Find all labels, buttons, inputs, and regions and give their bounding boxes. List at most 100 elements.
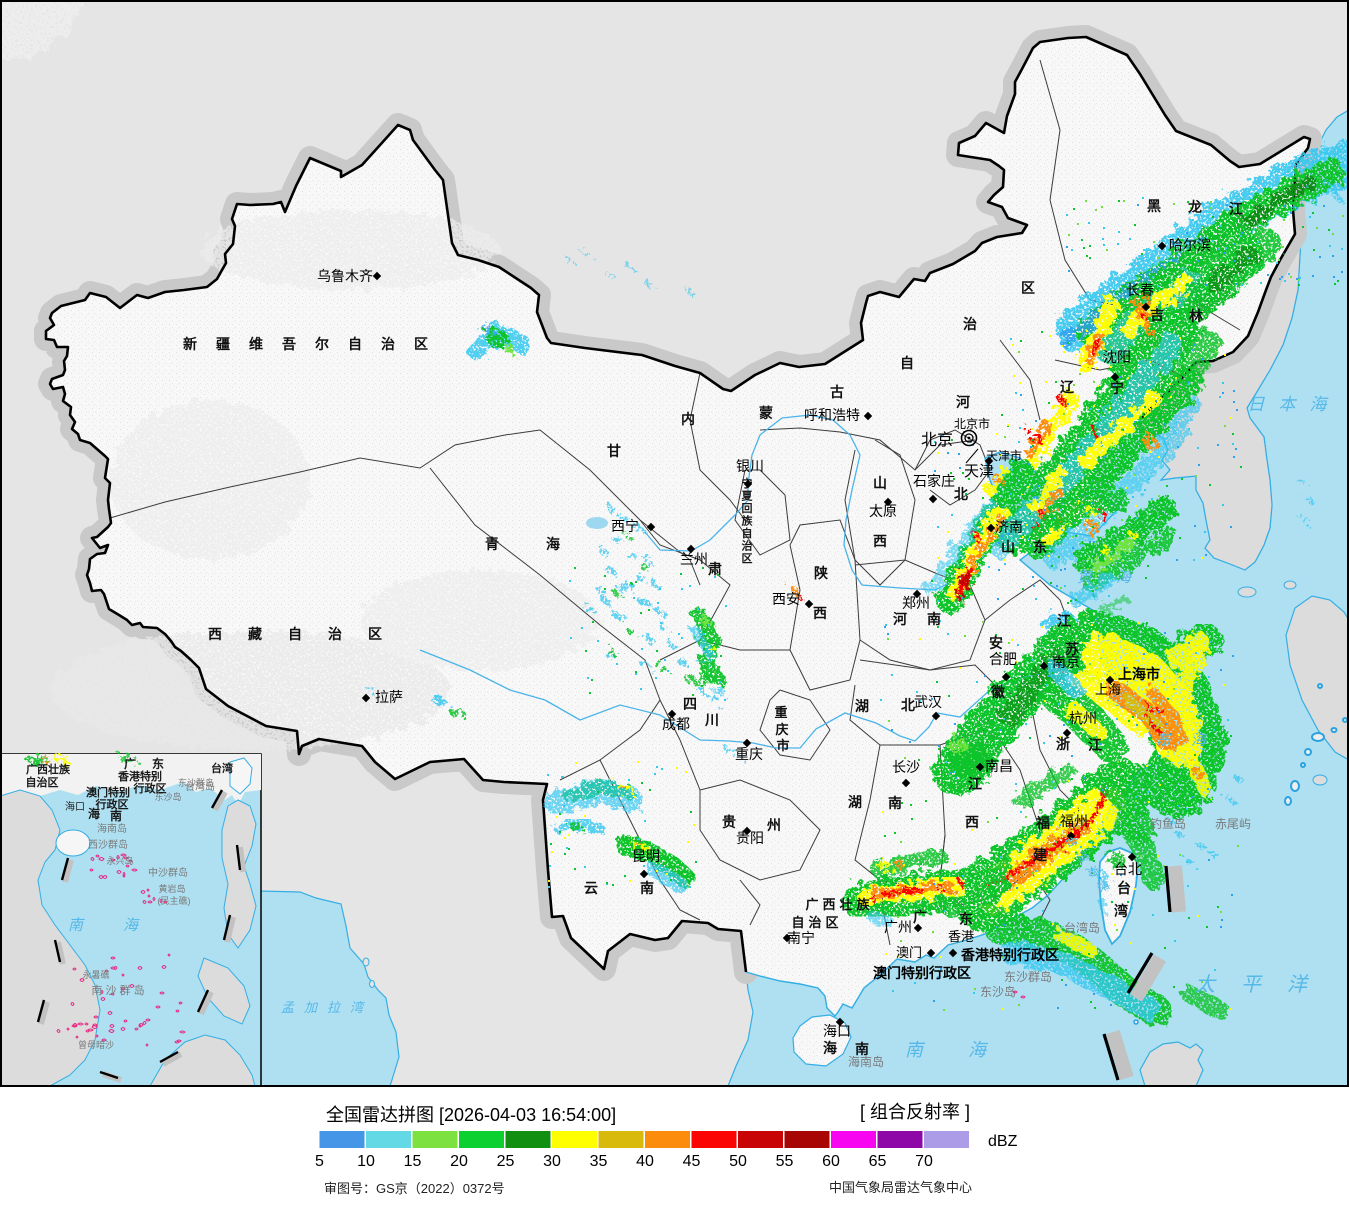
svg-text:湾: 湾	[1114, 903, 1128, 919]
svg-text:海南岛: 海南岛	[97, 822, 127, 835]
svg-text:黑: 黑	[1147, 198, 1161, 214]
svg-text:海: 海	[546, 536, 560, 552]
svg-text:15: 15	[404, 1153, 422, 1170]
svg-text:南宁: 南宁	[787, 930, 815, 946]
svg-text:河: 河	[893, 611, 907, 627]
svg-text:北: 北	[901, 697, 915, 713]
svg-text:银川: 银川	[736, 458, 764, 474]
svg-text:疆: 疆	[216, 336, 230, 352]
svg-text:30: 30	[543, 1153, 561, 1170]
svg-text:海口: 海口	[823, 1023, 851, 1039]
svg-text:西: 西	[813, 605, 827, 621]
svg-text:吾: 吾	[282, 336, 296, 352]
svg-text:内: 内	[681, 411, 695, 427]
svg-text:赤尾屿: 赤尾屿	[1215, 817, 1251, 831]
svg-text:上海: 上海	[1095, 682, 1121, 697]
svg-text:陕: 陕	[814, 565, 828, 581]
svg-text:尔: 尔	[315, 336, 329, 352]
svg-text:四: 四	[683, 696, 697, 712]
svg-text:dBZ: dBZ	[988, 1133, 1018, 1150]
svg-text:江: 江	[1088, 737, 1102, 753]
svg-text:郑州: 郑州	[902, 595, 930, 611]
svg-text:北京: 北京	[921, 431, 953, 449]
svg-text:沈阳: 沈阳	[1103, 349, 1131, 365]
svg-text:海: 海	[88, 806, 100, 821]
svg-text:甘: 甘	[607, 443, 621, 459]
svg-text:壮: 壮	[839, 897, 852, 912]
svg-text:全国雷达拼图 [2026-04-03 16:54:00]: 全国雷达拼图 [2026-04-03 16:54:00]	[326, 1105, 616, 1125]
svg-text:曾母暗沙: 曾母暗沙	[78, 1039, 114, 1050]
svg-text:西: 西	[965, 814, 979, 830]
svg-text:青: 青	[485, 536, 499, 552]
svg-text:永兴岛: 永兴岛	[106, 855, 133, 866]
svg-text:东沙群岛: 东沙群岛	[1004, 969, 1052, 984]
svg-text:黄岩岛: 黄岩岛	[158, 883, 185, 894]
svg-text:[ 组合反射率 ]: [ 组合反射率 ]	[860, 1102, 970, 1122]
svg-text:35: 35	[590, 1153, 608, 1170]
svg-text:江: 江	[1057, 613, 1071, 629]
svg-text:庆: 庆	[774, 722, 788, 737]
svg-text:西沙群岛: 西沙群岛	[88, 838, 128, 851]
svg-text:贵阳: 贵阳	[736, 830, 764, 846]
svg-text:区: 区	[825, 915, 838, 930]
svg-text:治: 治	[381, 336, 395, 352]
svg-text:石家庄: 石家庄	[913, 473, 955, 489]
svg-text:区: 区	[742, 552, 753, 565]
svg-text:治: 治	[963, 316, 977, 332]
svg-text:兰州: 兰州	[680, 551, 708, 567]
svg-text:龙: 龙	[1187, 199, 1202, 215]
svg-text:贵: 贵	[722, 814, 736, 830]
svg-text:审图号：GS京（2022）0372号: 审图号：GS京（2022）0372号	[324, 1181, 505, 1196]
svg-text:东海: 东海	[1156, 732, 1226, 749]
svg-text:川: 川	[704, 712, 719, 728]
svg-text:自: 自	[791, 915, 804, 930]
svg-text:吉: 吉	[1150, 307, 1164, 323]
svg-text:65: 65	[869, 1153, 887, 1170]
svg-text:太原: 太原	[869, 503, 897, 519]
svg-text:族: 族	[742, 514, 754, 528]
svg-text:广: 广	[913, 909, 927, 925]
svg-text:治: 治	[328, 626, 342, 642]
svg-text:合肥: 合肥	[989, 651, 1017, 667]
svg-text:州: 州	[766, 817, 781, 833]
svg-text:福: 福	[1035, 815, 1050, 831]
svg-text:香港: 香港	[948, 929, 974, 944]
svg-text:南 沙 群 岛: 南 沙 群 岛	[91, 983, 144, 997]
svg-text:台: 台	[1117, 880, 1131, 896]
svg-text:自: 自	[900, 355, 914, 371]
svg-text:济南: 济南	[995, 519, 1023, 535]
svg-text:上海市: 上海市	[1118, 666, 1160, 682]
svg-text:自: 自	[742, 526, 753, 540]
svg-text:5: 5	[315, 1153, 324, 1170]
svg-text:长沙: 长沙	[892, 759, 920, 775]
svg-text:夏: 夏	[742, 490, 754, 503]
svg-text:建: 建	[1033, 847, 1047, 863]
svg-text:南: 南	[110, 808, 122, 823]
svg-text:云: 云	[584, 880, 598, 896]
svg-text:广: 广	[124, 756, 136, 771]
svg-text:台湾岛: 台湾岛	[185, 780, 215, 793]
svg-text:重: 重	[774, 705, 787, 720]
svg-text:回: 回	[742, 501, 753, 515]
svg-text:西: 西	[873, 533, 887, 549]
svg-text:太平洋: 太平洋	[1195, 974, 1333, 996]
svg-text:苏: 苏	[1065, 641, 1079, 657]
svg-text:行政区: 行政区	[133, 781, 167, 795]
svg-text:江: 江	[968, 776, 982, 792]
svg-text:永暑礁: 永暑礁	[82, 969, 109, 980]
svg-text:南海: 南海	[905, 1040, 1031, 1060]
svg-text:25: 25	[497, 1153, 515, 1170]
svg-text:东沙岛: 东沙岛	[980, 984, 1016, 999]
svg-text:55: 55	[776, 1153, 794, 1170]
svg-text:中国气象局雷达气象中心: 中国气象局雷达气象中心	[829, 1180, 972, 1195]
svg-text:海口: 海口	[65, 800, 85, 813]
svg-text:行政区: 行政区	[95, 797, 129, 811]
svg-text:拉萨: 拉萨	[375, 689, 403, 705]
svg-text:林: 林	[1189, 308, 1203, 324]
svg-text:新: 新	[183, 336, 197, 352]
svg-text:藏: 藏	[248, 626, 262, 642]
svg-text:天津: 天津	[964, 463, 994, 480]
svg-text:福州: 福州	[1060, 813, 1088, 829]
svg-text:广西壮族: 广西壮族	[26, 762, 71, 776]
svg-text:徽: 徽	[990, 684, 1006, 700]
